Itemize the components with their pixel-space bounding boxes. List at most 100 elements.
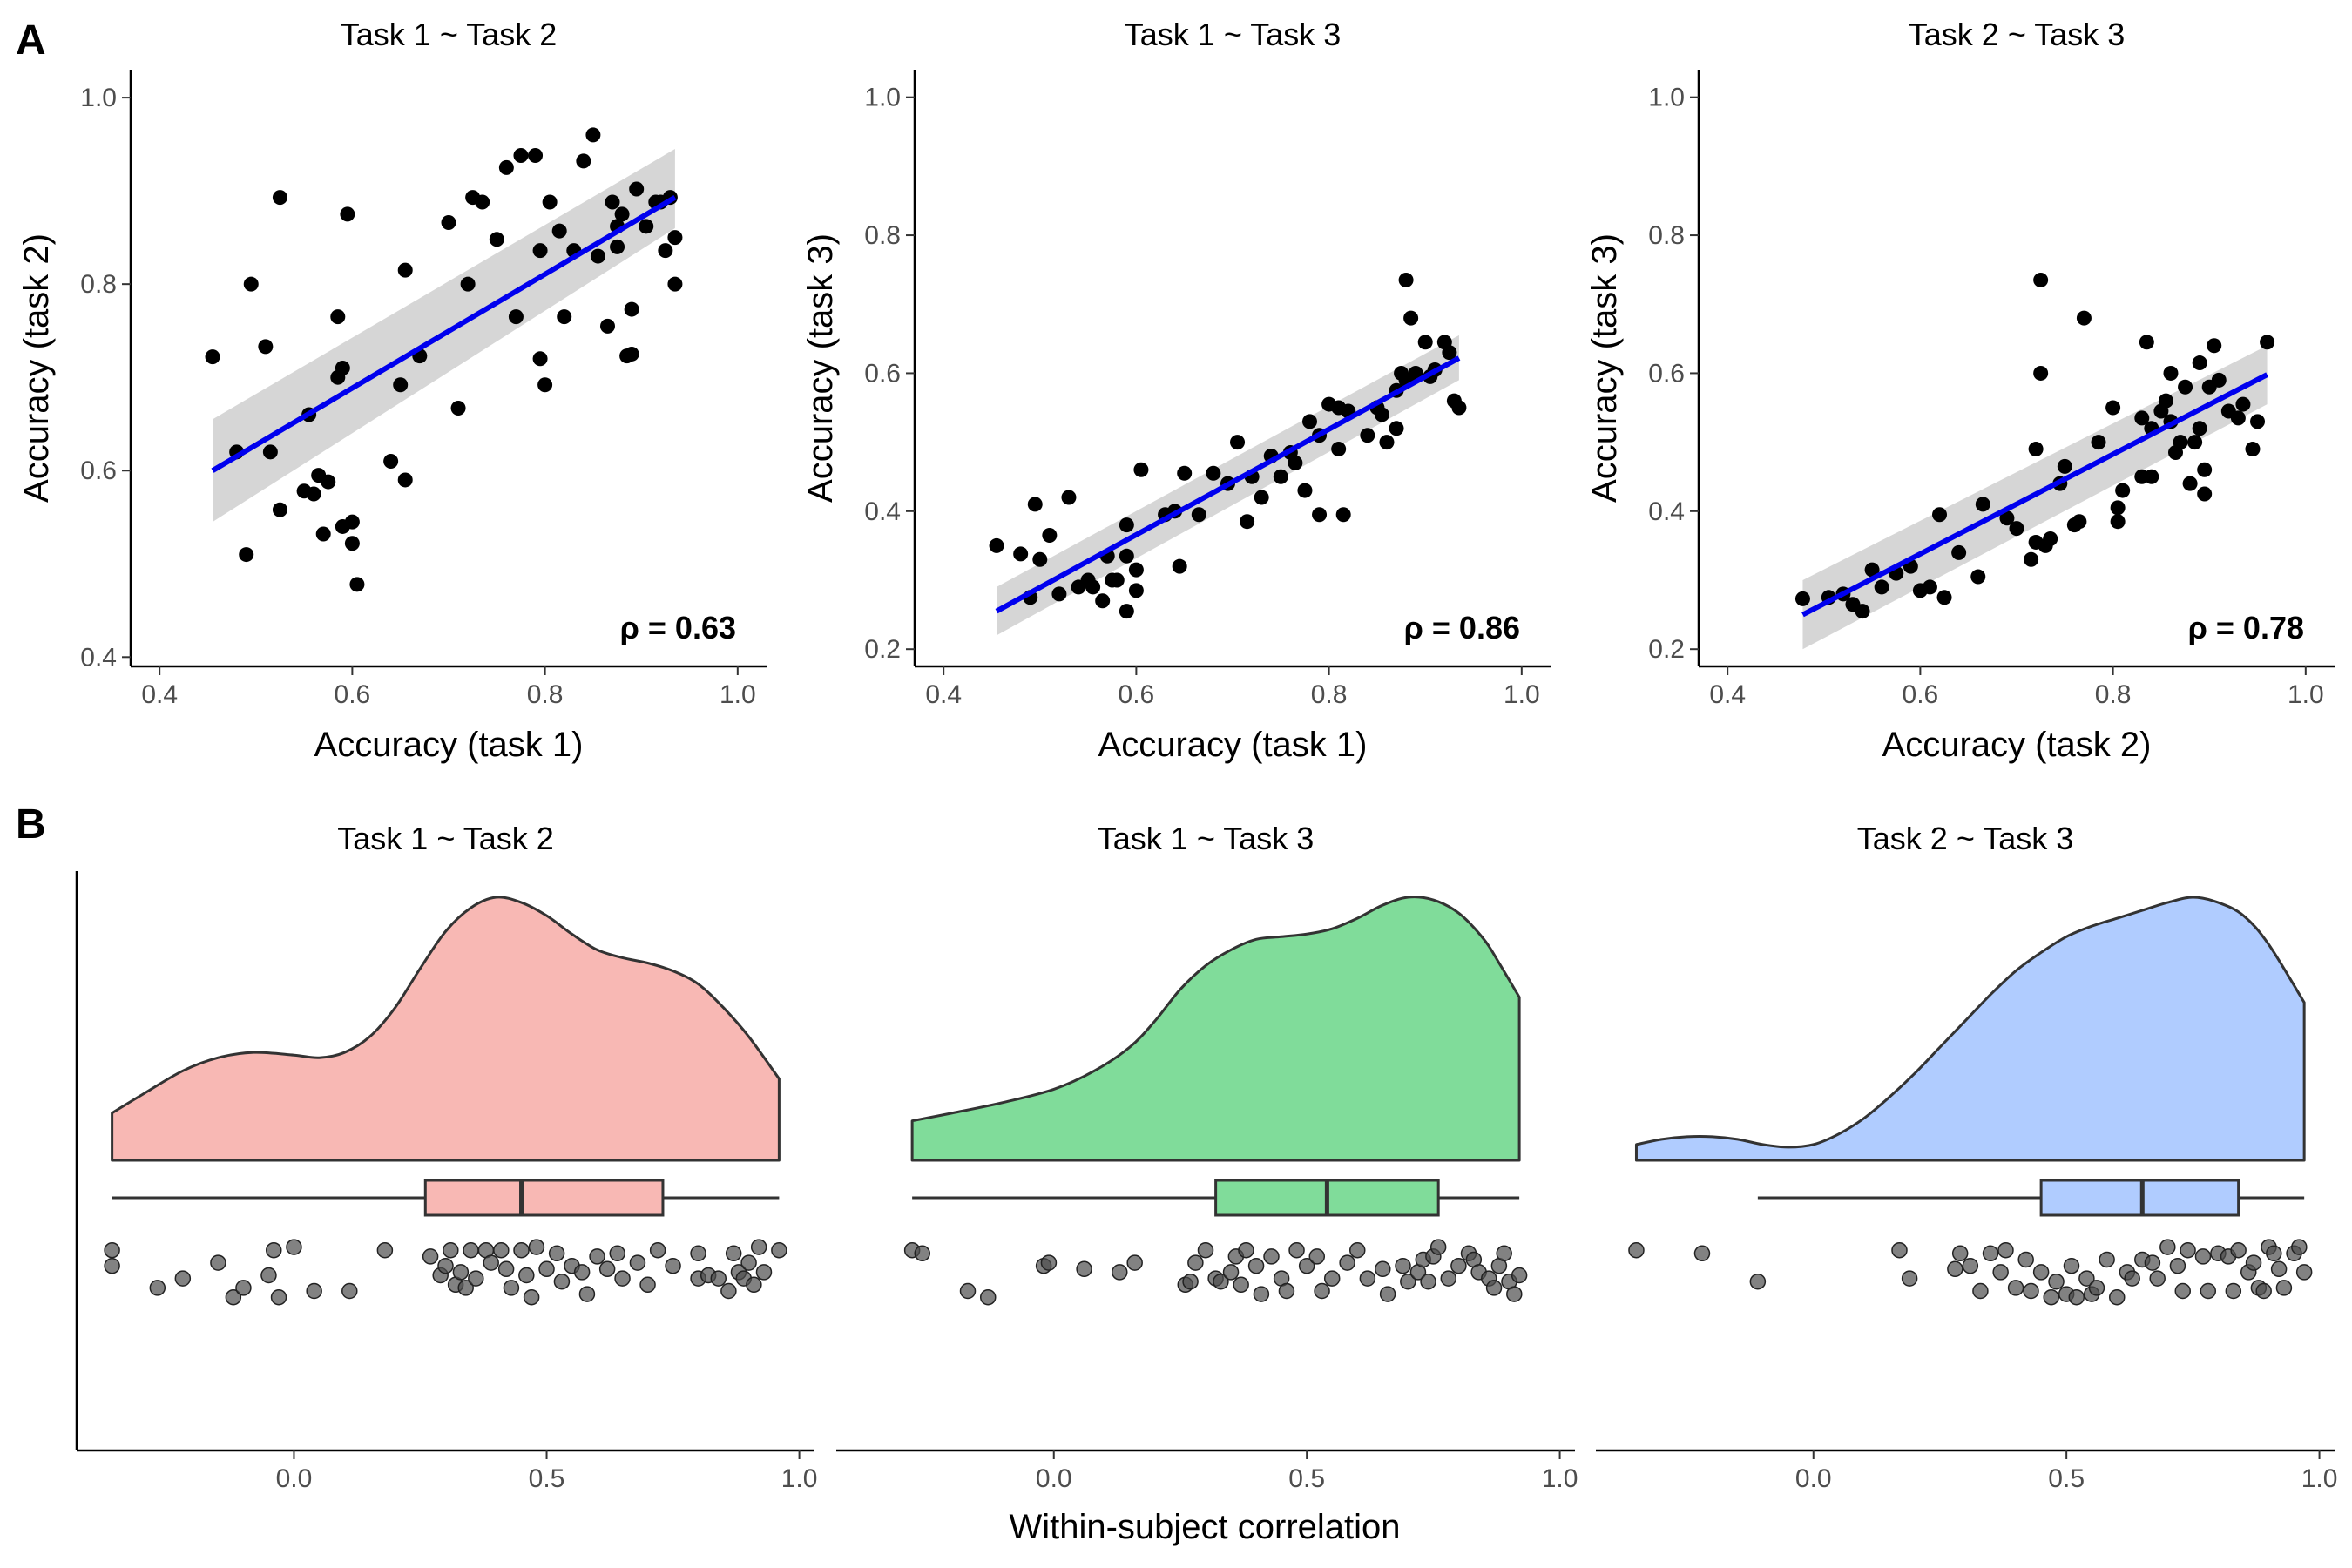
data-point [1442, 345, 1457, 361]
data-point [2028, 442, 2044, 457]
jitter-point [286, 1239, 302, 1255]
regression-line [1801, 372, 2268, 618]
data-point [1451, 400, 1467, 416]
jitter-point [1182, 1273, 1199, 1290]
data-point [2033, 273, 2049, 288]
y-tick-label: 0.8 [864, 221, 901, 250]
density-panel-2: Task 1 ~ Task 3 0.0 0.5 1.0 [836, 821, 1578, 1493]
jitter-point [1263, 1248, 1280, 1265]
data-point [614, 206, 630, 222]
data-point [1051, 586, 1067, 602]
jitter-point [548, 1245, 565, 1262]
jitter-point [376, 1241, 394, 1259]
panel-title: Task 1 ~ Task 2 [341, 17, 557, 52]
density-area [910, 896, 1521, 1162]
data-point [2197, 462, 2213, 477]
jitter-point [513, 1241, 530, 1259]
jitter-point [2200, 1282, 2217, 1300]
data-point [1177, 465, 1193, 481]
x-axis-title: Accuracy (task 2) [1882, 726, 2152, 764]
jitter-point [1395, 1257, 1411, 1274]
jitter-point [720, 1282, 737, 1300]
data-point [2134, 410, 2150, 426]
data-point [639, 219, 654, 234]
jitter-point [528, 1239, 545, 1255]
data-point [344, 514, 360, 530]
data-point [1312, 507, 1328, 523]
data-point [1379, 435, 1395, 450]
panel-letter-b: B [16, 801, 46, 848]
data-point [528, 147, 544, 163]
data-point [551, 223, 567, 239]
data-point [272, 502, 287, 517]
data-point [2163, 365, 2179, 381]
jitter-point [468, 1270, 484, 1287]
jitter-point [1247, 1257, 1265, 1274]
data-point [624, 346, 639, 362]
data-point [590, 248, 605, 264]
scatter-panel-1: Task 1 ~ Task 2 0.4 0.6 0.8 1.0 0.4 0.6 0.8 1.0 A… [17, 17, 767, 764]
data-point [1254, 490, 1269, 505]
jitter-point [457, 1280, 474, 1296]
data-point [1975, 497, 1990, 512]
jitter-point [2078, 1270, 2095, 1287]
x-tick-label: 0.8 [1311, 680, 1348, 709]
y-tick-label: 0.4 [864, 497, 901, 526]
jitter-point [553, 1273, 571, 1290]
data-point [610, 239, 625, 254]
data-point [335, 361, 350, 375]
data-point [1855, 604, 1870, 619]
data-point [1398, 273, 1414, 288]
y-tick-label: 0.6 [1648, 359, 1685, 388]
jitter-point [2017, 1251, 2034, 1268]
data-point [1922, 579, 1937, 595]
jitter-point [589, 1248, 605, 1265]
data-point [2110, 514, 2126, 530]
y-tick-label: 0.4 [1648, 497, 1685, 526]
jitter-point [1076, 1260, 1092, 1278]
data-point [1331, 442, 1347, 457]
x-tick-label: 0.6 [1903, 680, 1939, 709]
jitter-point [725, 1245, 742, 1262]
jitter-point [959, 1282, 977, 1300]
jitter-point [1511, 1267, 1528, 1284]
box-iqr [2039, 1179, 2240, 1217]
data-point [1999, 510, 2015, 526]
jitter-point [1308, 1248, 1326, 1265]
correlation-annotation: ρ = 0.78 [2188, 610, 2304, 645]
data-point [1403, 310, 1419, 326]
jitter-point [210, 1254, 226, 1271]
data-point [2024, 551, 2039, 567]
y-tick-label: 0.6 [80, 456, 117, 485]
regression-line [211, 195, 677, 473]
data-point [2158, 393, 2173, 409]
data-point [1013, 546, 1029, 562]
data-point [600, 318, 615, 334]
jitter-point [2275, 1280, 2293, 1296]
data-point [1095, 593, 1111, 609]
jitter-point [690, 1245, 706, 1262]
jitter-point [2159, 1239, 2176, 1255]
x-tick-label: 0.5 [1288, 1464, 1325, 1493]
x-tick-label: 0.4 [141, 680, 178, 709]
jitter-point [1485, 1280, 1503, 1296]
data-point [1042, 528, 1058, 544]
data-point [1936, 590, 1952, 605]
data-point [2139, 335, 2154, 350]
jitter-point [2295, 1264, 2313, 1281]
x-tick-label: 0.0 [276, 1464, 313, 1493]
regression-line [995, 355, 1461, 614]
data-point [2250, 414, 2266, 429]
data-point [262, 444, 278, 460]
scatter-panel-3: Task 2 ~ Task 3 0.4 0.6 0.8 1.0 0.2 0.4 0.6 0.8 1… [1585, 17, 2335, 764]
jitter-point [2108, 1288, 2126, 1306]
x-tick-label: 0.4 [1709, 680, 1746, 709]
jitter-point [1891, 1241, 1908, 1259]
x-tick-label: 0.5 [529, 1464, 565, 1493]
jitter-point [639, 1276, 656, 1294]
y-tick-label: 0.2 [1648, 635, 1685, 664]
data-point [989, 537, 1004, 553]
jitter-point [1420, 1273, 1436, 1290]
jitter-point [665, 1257, 681, 1274]
data-point [513, 147, 529, 163]
